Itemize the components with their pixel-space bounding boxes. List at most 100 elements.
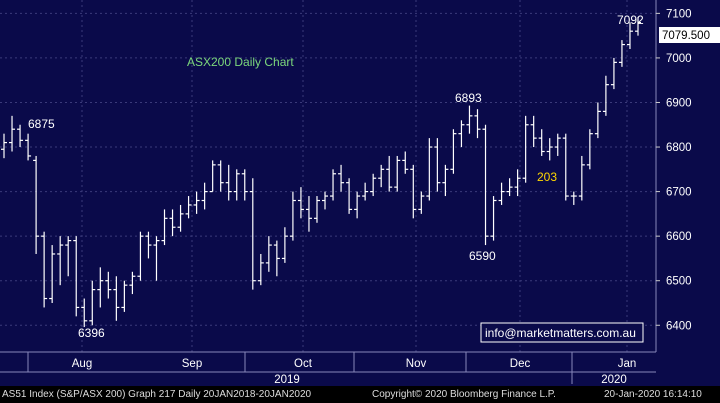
ohlc-bar [41, 231, 48, 308]
ohlc-bar [586, 129, 593, 170]
last-price-label: 7079.500 [662, 30, 710, 42]
ohlc-bar [458, 120, 465, 148]
ohlc-bar [602, 75, 609, 116]
ohlc-bar [233, 169, 240, 201]
grid-lines [0, 0, 656, 352]
x-tick-label: Oct [294, 358, 313, 370]
ohlc-bar [9, 115, 16, 152]
ohlc-bar [193, 191, 200, 214]
ohlc-bar [394, 155, 401, 192]
annotations: 6875 6396 6893 6590 7092 203 [28, 13, 644, 340]
ohlc-bar [538, 129, 545, 156]
ohlc-bar [418, 191, 425, 214]
ohlc-bar [474, 109, 481, 139]
y-tick-label: 6500 [666, 276, 692, 288]
footer-left: AS51 Index (S&P/ASX 200) Graph 217 Daily… [2, 389, 312, 400]
ohlc-bar [185, 196, 192, 219]
ohlc-bar [129, 271, 136, 295]
ohlc-bar [281, 227, 288, 263]
ohlc-bar [378, 164, 385, 188]
ohlc-bar [33, 155, 40, 254]
year-label: 2019 [274, 374, 300, 386]
y-tick-label: 7100 [666, 8, 692, 20]
ohlc-bar [506, 178, 513, 197]
ohlc-bar [153, 236, 160, 281]
chart-title: ASX200 Daily Chart [187, 55, 294, 69]
ohlc-bar [498, 182, 505, 205]
ohlc-bar [354, 191, 361, 219]
ohlc-bar [49, 245, 56, 303]
ohlc-bar [217, 160, 224, 192]
ohlc-bar [313, 196, 320, 223]
ohlc-bar [594, 102, 601, 139]
ohlc-bar [362, 182, 369, 201]
ohlc-bar [370, 173, 377, 197]
ohlc-bar [17, 124, 24, 148]
footer-bar: AS51 Index (S&P/ASX 200) Graph 217 Daily… [0, 386, 720, 403]
ohlc-bar [626, 22, 633, 50]
x-tick-label: Sep [182, 358, 202, 370]
ohlc-bar [330, 169, 337, 201]
y-tick-label: 6600 [666, 231, 692, 243]
ohlc-bar [410, 164, 417, 219]
ohlc-bar [249, 178, 256, 290]
y-tick-label: 7000 [666, 53, 692, 65]
ohlc-bar [466, 105, 473, 134]
ohlc-bar [442, 164, 449, 197]
ohlc-bar [113, 276, 120, 321]
x-axis: Aug Sep Oct Nov Dec Jan 2019 2020 [0, 352, 656, 386]
ohlc-bar [578, 155, 585, 201]
ohlc-bar [305, 196, 312, 232]
ohlc-bar [145, 231, 152, 259]
ohlc-bar [265, 236, 272, 272]
ohlc-bar [554, 133, 561, 156]
ohlc-bar [81, 298, 88, 328]
y-tick-label: 6400 [666, 320, 692, 332]
ohlc-bar [97, 267, 104, 308]
ohlc-bar [105, 271, 112, 299]
ohlc-bar [546, 138, 553, 161]
y-tick-label: 6800 [666, 142, 692, 154]
ohlc-bar [25, 133, 32, 161]
watermark-text: info@marketmatters.com.au [485, 326, 636, 340]
ohlc-bar [338, 164, 345, 192]
ohlc-bar [65, 236, 72, 277]
ohlc-bar [169, 209, 176, 237]
ohlc-bar [257, 253, 264, 286]
ohlc-bar [273, 240, 280, 277]
ohlc-bar [297, 187, 304, 219]
ohlc-bar [1, 133, 7, 159]
year-label: 2020 [601, 374, 627, 386]
x-tick-label: Aug [72, 358, 92, 370]
ohlc-bar [514, 169, 521, 197]
last-price-tag: 7079.500 [659, 27, 720, 43]
footer-right: 20-Jan-2020 16:14:10 [604, 389, 702, 400]
annotation-label: 203 [537, 170, 557, 184]
ohlc-bar [177, 204, 184, 232]
ohlc-bar [434, 138, 441, 192]
watermark-box: info@marketmatters.com.au [480, 322, 644, 343]
ohlc-bar [161, 209, 168, 246]
annotation-label: 7092 [617, 13, 644, 27]
annotation-label: 6590 [469, 249, 496, 263]
footer-center: Copyright© 2020 Bloomberg Finance L.P. [372, 389, 556, 400]
price-bars [1, 16, 641, 328]
ohlc-bar [121, 280, 128, 312]
ohlc-bar [322, 191, 329, 210]
x-tick-label: Nov [406, 358, 427, 370]
y-tick-label: 6700 [666, 187, 692, 199]
ohlc-bar [482, 124, 489, 246]
ohlc-bar [73, 236, 80, 317]
ohlc-bar [450, 129, 457, 174]
ohlc-bar [610, 57, 617, 90]
ohlc-bar [426, 138, 433, 201]
ohlc-bar [225, 164, 232, 201]
ohlc-bar [522, 115, 529, 183]
y-axis: 6400 6500 6600 6700 6800 6900 7000 7100 [656, 8, 692, 332]
ohlc-bar [402, 151, 409, 174]
ohlc-bar [201, 182, 208, 210]
ohlc-bar [209, 160, 216, 193]
annotation-label: 6396 [78, 326, 105, 340]
x-tick-label: Dec [510, 358, 531, 370]
